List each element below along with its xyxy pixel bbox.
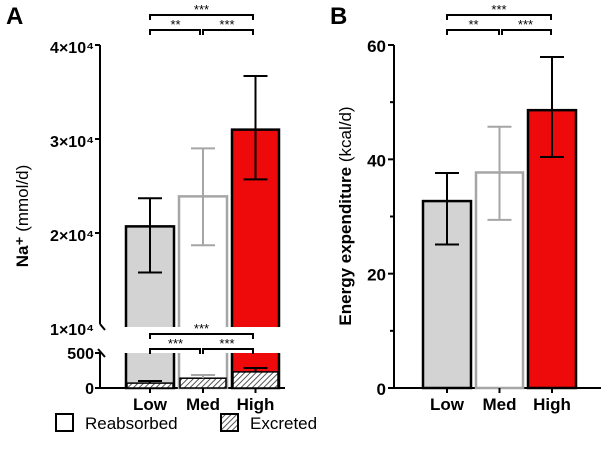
bar-a-excreted-high: [232, 371, 279, 389]
sig-b-sig-med-high: ***: [518, 17, 533, 32]
legend-label-excreted: Excreted: [250, 414, 317, 433]
axis-break-a-lower: [97, 348, 106, 358]
y-tick-label-b: 40: [367, 151, 386, 170]
y-axis-title-b: Energy expenditure (kcal/d): [336, 106, 355, 325]
y-tick-label-a: 4×10⁴: [50, 40, 94, 57]
sig-a-lower-sig-med-high: ***: [219, 336, 234, 351]
bar-b-high: [526, 108, 578, 390]
sig-a-upper-sig-low-med: **: [170, 17, 180, 32]
y-tick-label-a: 3×10⁴: [50, 134, 94, 151]
sig-b-bracket-low-med: [446, 29, 500, 35]
x-tick-label-b: Med: [483, 395, 517, 414]
sig-a-upper-sig-med-high: ***: [219, 17, 234, 32]
sig-a-lower-sig-low-high: ***: [194, 321, 209, 336]
legend: Reabsorbed Excreted: [55, 413, 317, 433]
axis-break-a-upper: [99, 323, 106, 331]
bar-a-excreted-med: [179, 377, 227, 389]
y-tick-label-b: 0: [377, 380, 386, 399]
sig-a-upper-bracket-low-high: [149, 14, 254, 20]
y-tick-label-b: 60: [367, 37, 386, 56]
sig-a-lower-sig-low-med: ***: [168, 336, 183, 351]
x-tick-label-a: Low: [133, 395, 168, 414]
sig-a-upper-bracket-med-high: [202, 29, 254, 35]
sig-a-upper-bracket-low-med: [149, 29, 201, 35]
sig-a-lower-bracket-med-high: [202, 348, 254, 354]
legend-label-reabsorbed: Reabsorbed: [85, 414, 178, 433]
legend-swatch-reabsorbed: [55, 413, 74, 432]
y-tick-label-a: 2×10⁴: [50, 228, 94, 245]
legend-swatch-excreted: [220, 413, 239, 432]
sig-b-bracket-low-high: [446, 14, 552, 20]
y-tick-label-a: 1×10⁴: [50, 322, 94, 339]
panel-label-b: B: [330, 3, 347, 30]
x-tick-label-a: High: [237, 395, 275, 414]
sig-a-lower-bracket-low-med: [149, 348, 201, 354]
y-tick-label-a: 0: [85, 381, 94, 398]
y-tick-label-a: 500: [67, 346, 94, 363]
x-tick-label-b: High: [533, 395, 571, 414]
sig-b-bracket-med-high: [501, 29, 552, 35]
panel-label-a: A: [6, 3, 23, 30]
y-tick-label-b: 20: [367, 266, 386, 285]
sig-b-sig-low-med: **: [468, 17, 478, 32]
x-tick-label-b: Low: [430, 395, 465, 414]
bar-a-excreted-low: [126, 382, 174, 389]
y-axis-title-a: Na⁺ (mmol/d): [13, 165, 32, 268]
sig-a-lower-bracket-low-high: [149, 333, 254, 339]
x-tick-label-a: Med: [186, 395, 220, 414]
sig-a-upper-sig-low-high: ***: [194, 2, 209, 17]
sig-b-sig-low-high: ***: [491, 2, 506, 17]
